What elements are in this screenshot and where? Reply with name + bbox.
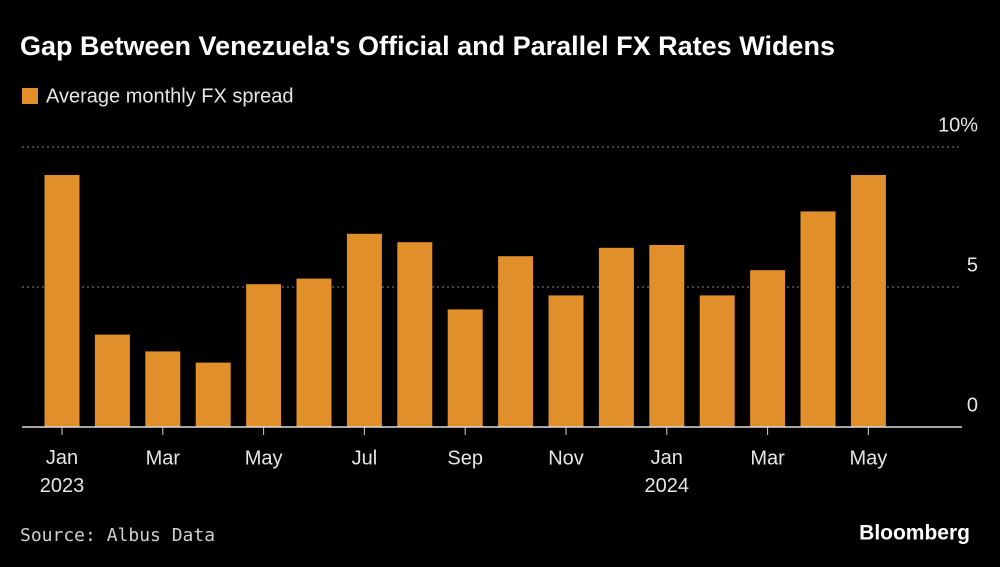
bar <box>699 295 735 427</box>
bar <box>296 278 332 427</box>
bar <box>246 284 282 427</box>
bar <box>649 245 685 427</box>
bar <box>397 242 433 427</box>
x-tick-label: Nov <box>548 447 584 469</box>
bar <box>750 270 786 427</box>
x-tick-label: May <box>245 447 283 469</box>
y-tick-label: 10% <box>938 114 978 136</box>
x-tick-label: Mar <box>750 447 785 469</box>
x-tick-label: Jan 2023 <box>40 447 85 497</box>
bar <box>195 362 231 427</box>
bar <box>145 351 181 427</box>
bar <box>94 334 130 427</box>
bar <box>598 247 634 427</box>
legend-swatch <box>22 88 38 104</box>
x-tick-label: May <box>850 447 888 469</box>
source: Source: Albus Data <box>20 525 215 546</box>
chart-title: Gap Between Venezuela's Official and Par… <box>20 31 835 61</box>
bar <box>498 256 534 427</box>
x-tick-label: Mar <box>146 447 181 469</box>
bar <box>346 233 382 427</box>
x-tick-label: Jul <box>352 447 378 469</box>
y-tick-label: 0 <box>967 394 978 416</box>
x-tick-label: Jan 2024 <box>645 447 690 497</box>
legend-label: Average monthly FX spread <box>46 85 294 107</box>
bar <box>44 175 80 427</box>
brand: Bloomberg <box>859 522 970 545</box>
x-tick-label: Sep <box>447 447 483 469</box>
y-tick-label: 5 <box>967 254 978 276</box>
bar <box>850 175 886 427</box>
bar <box>447 309 483 427</box>
bar <box>800 211 836 427</box>
bar <box>548 295 584 427</box>
